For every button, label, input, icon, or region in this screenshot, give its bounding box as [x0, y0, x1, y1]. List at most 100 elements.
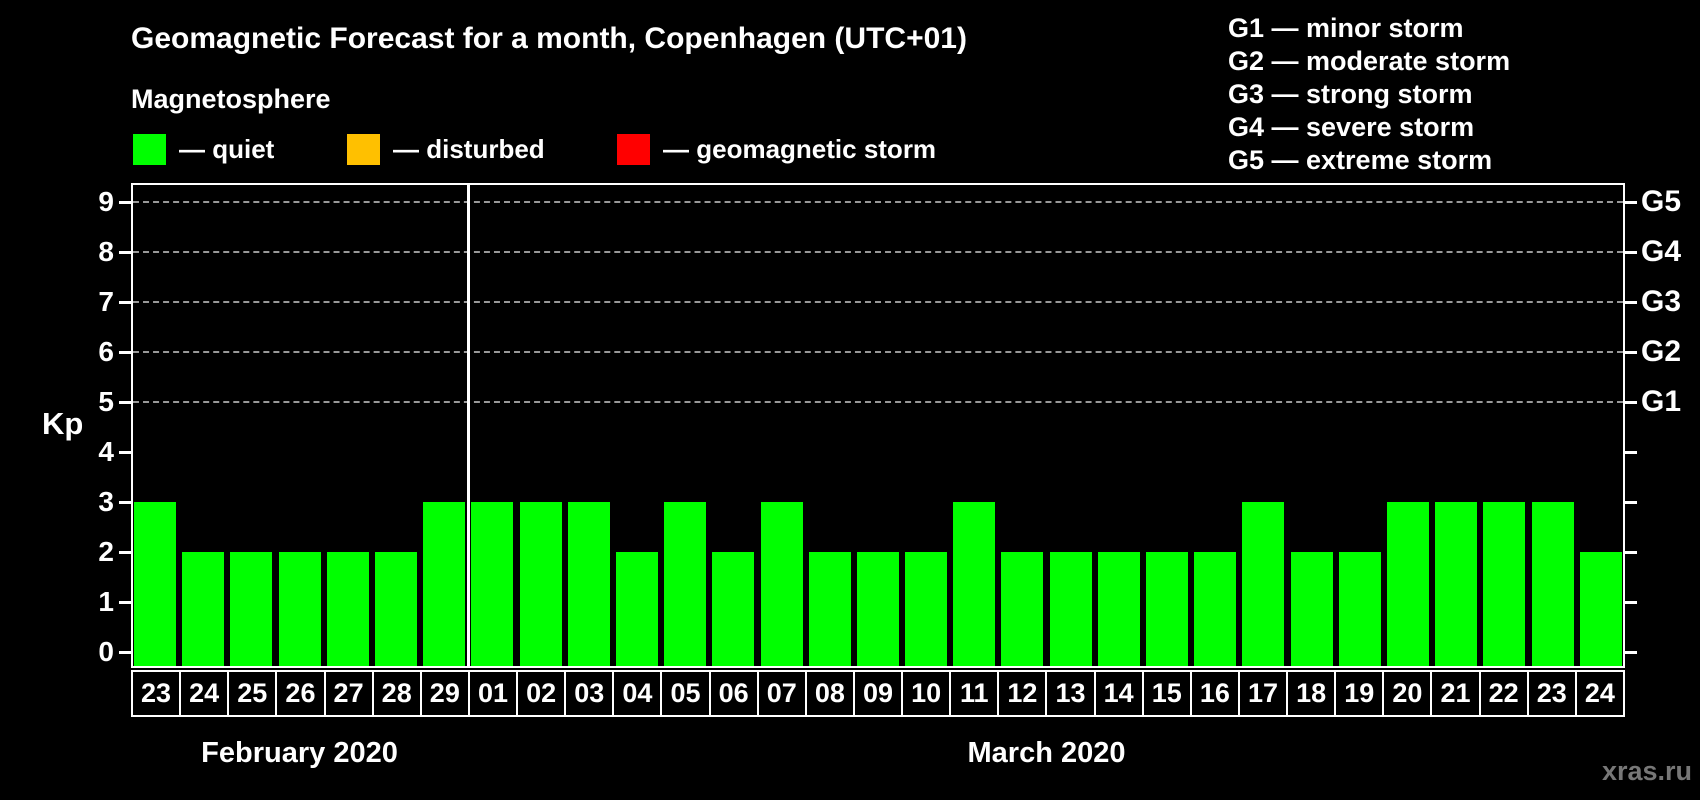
right-tick-kp0	[1625, 651, 1637, 654]
day-label-mar-23: 23	[1528, 672, 1575, 715]
day-label-mar-01: 01	[469, 672, 517, 715]
y-tick-label-2: 2	[98, 536, 114, 567]
g1-legend-line: G1 — minor storm	[1228, 13, 1464, 43]
storm-label: — geomagnetic storm	[663, 133, 937, 164]
bar-mar-11	[953, 502, 995, 666]
g5-legend-line: G5 — extreme storm	[1228, 145, 1493, 175]
right-tick-kp6	[1625, 351, 1637, 354]
quiet-label: — quiet	[179, 133, 275, 164]
y-tick-label-4: 4	[98, 436, 114, 467]
right-tick-kp9	[1625, 201, 1637, 204]
bar-mar-08	[809, 552, 851, 666]
day-label-feb-28: 28	[373, 672, 420, 715]
y-tick-label-0: 0	[98, 636, 114, 667]
left-tick-kp6	[119, 351, 131, 354]
bar-feb-23	[134, 502, 176, 666]
legend-item-geomagnetic-storm: — geomagnetic storm	[617, 133, 936, 165]
bar-feb-26	[279, 552, 321, 666]
bar-mar-16	[1194, 552, 1236, 666]
gridline-g1	[133, 401, 1623, 403]
day-label-mar-12: 12	[999, 672, 1046, 715]
day-label-feb-24: 24	[181, 672, 228, 715]
day-label-feb-26: 26	[277, 672, 324, 715]
bar-mar-01	[471, 502, 513, 666]
bar-mar-13	[1050, 552, 1092, 666]
left-tick-kp0	[119, 651, 131, 654]
day-label-mar-07: 07	[758, 672, 805, 715]
bar-mar-06	[712, 552, 754, 666]
left-tick-kp7	[119, 301, 131, 304]
right-tick-kp7	[1625, 301, 1637, 304]
bar-mar-04	[616, 552, 658, 666]
bar-mar-17	[1242, 502, 1284, 666]
day-axis-row: 23 24 25 26 27 28 29 01 02 03 04 05 06 07 08 09 10 11 12 13…	[131, 670, 1625, 717]
bar-mar-10	[905, 552, 947, 666]
magnetosphere-label: Magnetosphere	[131, 84, 331, 114]
day-label-mar-24: 24	[1576, 672, 1623, 715]
gridline-g2	[133, 351, 1623, 353]
day-label-feb-23: 23	[133, 672, 180, 715]
day-label-mar-05: 05	[662, 672, 709, 715]
right-tick-kp4	[1625, 451, 1637, 454]
bar-mar-12	[1001, 552, 1043, 666]
bar-mar-05	[664, 502, 706, 666]
bar-mar-24	[1580, 552, 1622, 666]
day-label-mar-17: 17	[1239, 672, 1287, 715]
bar-mar-03	[568, 502, 610, 666]
disturbed-label: — disturbed	[393, 133, 545, 164]
gridline-g4	[133, 251, 1623, 253]
left-tick-kp5	[119, 401, 131, 404]
day-label-mar-22: 22	[1480, 672, 1527, 715]
bar-mar-02	[520, 502, 562, 666]
g-axis-label-g1: G1	[1641, 385, 1682, 418]
g2-legend-line: G2 — moderate storm	[1228, 46, 1511, 76]
y-tick-label-9: 9	[98, 186, 114, 217]
month-label-march-2020: March 2020	[967, 737, 1126, 769]
day-label-mar-11: 11	[951, 672, 998, 715]
left-tick-kp9	[119, 201, 131, 204]
y-tick-label-6: 6	[98, 336, 114, 367]
watermark: xras.ru	[1601, 756, 1692, 786]
day-label-feb-25: 25	[229, 672, 276, 715]
gridline-g5	[133, 201, 1623, 203]
month-separator-line	[467, 185, 470, 666]
g-scale-legend: G1 — minor storm G2 — moderate storm G3 …	[1228, 12, 1510, 177]
bar-mar-22	[1483, 502, 1525, 666]
right-tick-kp2	[1625, 551, 1637, 554]
day-label-mar-16: 16	[1191, 672, 1238, 715]
bar-feb-25	[230, 552, 272, 666]
bar-feb-24	[182, 552, 224, 666]
bar-feb-27	[327, 552, 369, 666]
bar-feb-28	[375, 552, 417, 666]
legend-item-quiet: — quiet	[133, 133, 274, 165]
day-label-mar-03: 03	[566, 672, 613, 715]
g-axis-label-g4: G4	[1641, 235, 1682, 268]
bar-mar-15	[1146, 552, 1188, 666]
month-label-february-2020: February 2020	[201, 737, 398, 769]
bar-feb-29	[423, 502, 465, 666]
g-axis-label-g3: G3	[1641, 285, 1682, 318]
y-tick-label-7: 7	[98, 286, 114, 317]
day-label-mar-19: 19	[1336, 672, 1383, 715]
day-label-mar-18: 18	[1288, 672, 1335, 715]
day-label-mar-10: 10	[903, 672, 950, 715]
y-tick-label-3: 3	[98, 486, 114, 517]
day-label-mar-14: 14	[1095, 672, 1142, 715]
y-tick-label-8: 8	[98, 236, 114, 267]
legend-item-disturbed: — disturbed	[347, 133, 545, 165]
g-axis-label-g2: G2	[1641, 335, 1682, 368]
bar-mar-19	[1339, 552, 1381, 666]
left-tick-kp2	[119, 551, 131, 554]
day-label-mar-21: 21	[1432, 672, 1479, 715]
page-title: Geomagnetic Forecast for a month, Copenh…	[131, 22, 967, 55]
g3-legend-line: G3 — strong storm	[1228, 79, 1473, 109]
right-tick-kp1	[1625, 601, 1637, 604]
disturbed-color-swatch	[347, 133, 380, 165]
g-axis-label-g5: G5	[1641, 185, 1682, 218]
left-tick-kp4	[119, 451, 131, 454]
g4-legend-line: G4 — severe storm	[1228, 112, 1475, 142]
day-label-mar-20: 20	[1384, 672, 1431, 715]
right-tick-kp8	[1625, 251, 1637, 254]
day-label-mar-02: 02	[518, 672, 565, 715]
